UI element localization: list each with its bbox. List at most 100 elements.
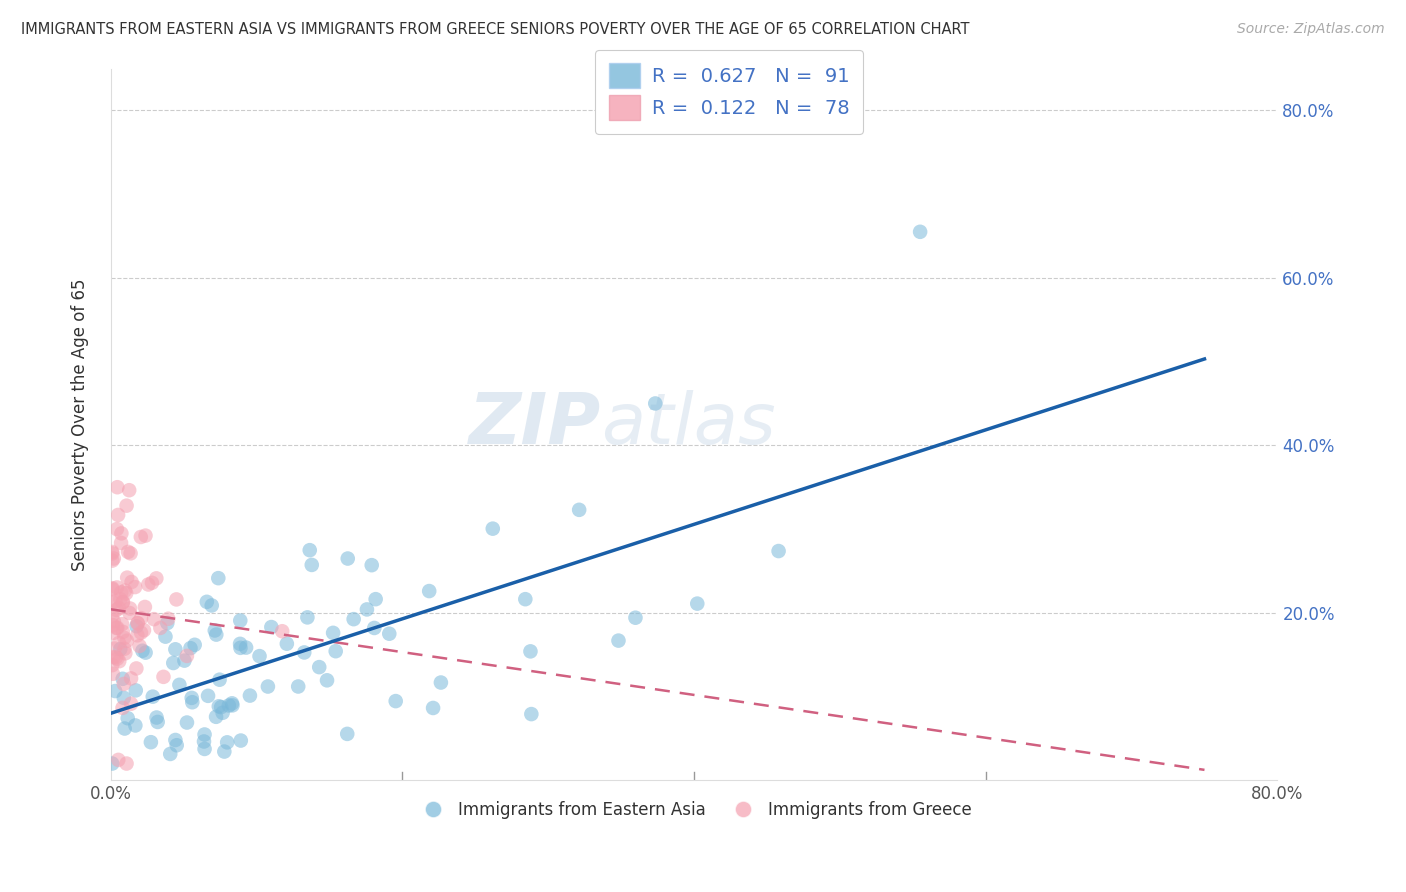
Point	[111, 624, 134, 639]
Point	[112, 690, 135, 705]
Point	[287, 680, 309, 694]
Point	[101, 581, 124, 595]
Point	[104, 650, 127, 665]
Point	[520, 707, 543, 722]
Point	[117, 711, 139, 725]
Point	[120, 672, 142, 686]
Point	[169, 678, 191, 692]
Point	[127, 616, 149, 631]
Point	[101, 658, 124, 673]
Point	[101, 545, 124, 559]
Point	[325, 644, 347, 658]
Point	[249, 649, 271, 664]
Point	[115, 571, 138, 585]
Y-axis label: Seniors Poverty Over the Age of 65: Seniors Poverty Over the Age of 65	[72, 278, 89, 571]
Point	[271, 624, 294, 639]
Point	[103, 551, 125, 566]
Point	[193, 742, 215, 756]
Point	[143, 612, 166, 626]
Point	[125, 619, 148, 633]
Point	[111, 595, 134, 609]
Point	[165, 733, 187, 747]
Point	[378, 626, 401, 640]
Point	[115, 756, 138, 771]
Point	[229, 733, 252, 747]
Point	[235, 640, 257, 655]
Point	[101, 666, 124, 681]
Point	[768, 544, 790, 558]
Point	[110, 642, 132, 657]
Point	[103, 625, 125, 640]
Point	[384, 694, 406, 708]
Point	[159, 747, 181, 761]
Point	[103, 650, 125, 665]
Point	[363, 621, 385, 635]
Point	[117, 545, 139, 559]
Point	[135, 646, 157, 660]
Point	[149, 621, 172, 635]
Point	[644, 396, 666, 410]
Point	[105, 621, 128, 635]
Point	[156, 615, 179, 630]
Point	[105, 522, 128, 536]
Point	[112, 677, 135, 691]
Point	[214, 745, 236, 759]
Point	[124, 718, 146, 732]
Point	[104, 641, 127, 656]
Point	[134, 528, 156, 542]
Point	[105, 651, 128, 665]
Point	[129, 611, 152, 625]
Point	[624, 610, 647, 624]
Point	[343, 612, 366, 626]
Point	[127, 628, 149, 642]
Point	[193, 727, 215, 741]
Point	[301, 558, 323, 572]
Point	[221, 696, 243, 710]
Point	[127, 616, 149, 631]
Point	[165, 592, 187, 607]
Point	[118, 483, 141, 498]
Point	[155, 630, 177, 644]
Point	[166, 738, 188, 752]
Point	[686, 597, 709, 611]
Point	[146, 714, 169, 729]
Point	[515, 592, 537, 607]
Point	[115, 586, 138, 600]
Point	[139, 735, 162, 749]
Point	[105, 603, 128, 617]
Point	[103, 615, 125, 629]
Point	[136, 577, 159, 591]
Point	[105, 581, 128, 595]
Point	[276, 637, 298, 651]
Point	[152, 670, 174, 684]
Point	[101, 553, 124, 567]
Point	[207, 571, 229, 585]
Point	[364, 592, 387, 607]
Point	[104, 594, 127, 608]
Point	[157, 612, 180, 626]
Text: Source: ZipAtlas.com: Source: ZipAtlas.com	[1237, 22, 1385, 37]
Point	[360, 558, 382, 573]
Point	[120, 601, 142, 615]
Point	[125, 661, 148, 675]
Point	[176, 715, 198, 730]
Point	[101, 618, 124, 632]
Point	[201, 599, 224, 613]
Point	[229, 614, 252, 628]
Point	[197, 689, 219, 703]
Point	[101, 756, 124, 771]
Point	[481, 522, 503, 536]
Text: atlas: atlas	[600, 390, 775, 458]
Point	[208, 673, 231, 687]
Point	[180, 690, 202, 705]
Point	[101, 582, 124, 597]
Point	[104, 684, 127, 698]
Point	[111, 617, 134, 632]
Point	[111, 595, 134, 609]
Point	[205, 627, 228, 641]
Point	[316, 673, 339, 688]
Point	[131, 644, 153, 658]
Point	[257, 680, 280, 694]
Point	[115, 633, 138, 648]
Point	[193, 734, 215, 748]
